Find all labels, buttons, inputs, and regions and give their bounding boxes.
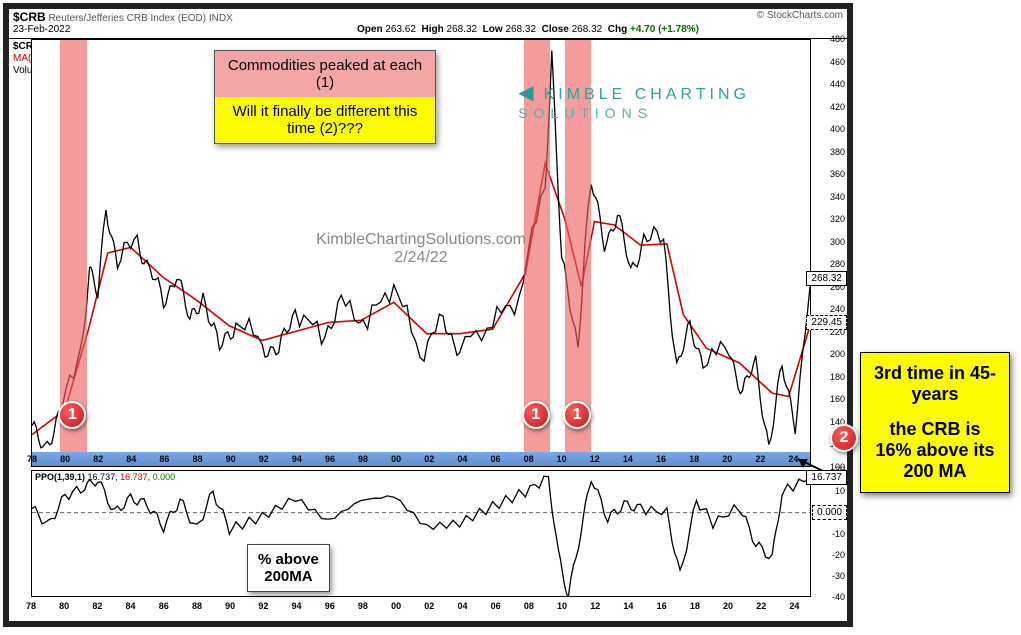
- title-bar: $CRB Reuters/Jefferies CRB Index (EOD) I…: [9, 9, 847, 24]
- symbol-description: Reuters/Jefferies CRB Index (EOD): [48, 13, 206, 24]
- open-label: Open: [357, 24, 383, 35]
- marker-1c-label: 1: [573, 406, 582, 424]
- indicator-v2: 16.737: [120, 472, 148, 482]
- marker-1b-label: 1: [531, 406, 540, 424]
- chg-value: +4.70 (+1.78%): [630, 24, 699, 35]
- close-value: 268.32: [572, 24, 603, 35]
- annotation-red: Commodities peaked at each (1): [215, 51, 435, 97]
- close-label: Close: [542, 24, 569, 35]
- xaxis-bottom: 7880828486889092949698000204060810121416…: [31, 599, 811, 615]
- chg-label: Chg: [608, 24, 627, 35]
- price-plot[interactable]: ◀ KIMBLE CHARTING SOLUTIONS KimbleChartin…: [31, 39, 811, 467]
- low-label: Low: [483, 24, 503, 35]
- indicator-plot[interactable]: % above200MA: [31, 470, 811, 597]
- watermark-date: 2/24/22: [316, 249, 526, 267]
- indicator-label-text: % above200MA: [258, 551, 319, 585]
- symbol: $CRB: [13, 10, 46, 24]
- marker-2-label: 2: [840, 429, 849, 447]
- indicator-legend: PPO(1,39,1) 16.737, 16.737, 0.000: [35, 472, 175, 482]
- annotation-yellow: Will it finally be different this time (…: [215, 97, 435, 143]
- indicator-label-box: % above200MA: [247, 544, 330, 592]
- brand-watermark: ◀ KIMBLE CHARTING SOLUTIONS: [518, 80, 750, 121]
- yaxis-indicator: 20100-10-20-30-40: [813, 470, 847, 597]
- brand-line2: SOLUTIONS: [518, 105, 750, 121]
- brand-icon: ◀: [518, 82, 537, 104]
- indicator-flag-zero: 0.000: [812, 505, 847, 520]
- high-value: 268.32: [447, 24, 478, 35]
- indicator-v3: 0.000: [153, 472, 176, 482]
- chart-date: 23-Feb-2022: [13, 24, 193, 35]
- center-watermark: KimbleChartingSolutions.com 2/24/22: [316, 231, 526, 267]
- indicator-flag-value: 16.737: [806, 470, 847, 485]
- xaxis-main: 7880828486889092949698000204060810121416…: [32, 452, 810, 466]
- last-price-flag: 268.32: [806, 271, 847, 286]
- exchange: INDX: [209, 13, 233, 24]
- marker-1b: 1: [522, 401, 550, 429]
- callout-line2: the CRB is 16% above its 200 MA: [869, 419, 1001, 482]
- high-label: High: [422, 24, 444, 35]
- main-chart: $CRB (Weekly) 268.32 (23 Feb) MA(39) 229…: [9, 38, 847, 467]
- callout-line1: 3rd time in 45-years: [869, 363, 1001, 405]
- callout-box: 3rd time in 45-years the CRB is 16% abov…: [860, 352, 1010, 493]
- annotation-panel: Commodities peaked at each (1) Will it f…: [214, 50, 436, 144]
- indicator-svg: [32, 471, 810, 596]
- brand-line1: KIMBLE CHARTING: [544, 86, 750, 103]
- open-value: 263.62: [385, 24, 416, 35]
- yaxis-main: 1001201401601802002202402602803003203403…: [813, 39, 847, 467]
- marker-1a-label: 1: [68, 406, 77, 424]
- ohlc-row: Open 263.62 High 268.32 Low 268.32 Close…: [357, 24, 699, 35]
- info-bar: 23-Feb-2022 Open 263.62 High 268.32 Low …: [9, 24, 847, 38]
- indicator-v1: 16.737: [88, 472, 116, 482]
- ma-flag: 229.45: [806, 315, 847, 330]
- indicator-chart: % above200MA PPO(1,39,1) 16.737, 16.737,…: [9, 467, 847, 615]
- indicator-legend-label: PPO(1,39,1): [35, 472, 85, 482]
- source-label: © StockCharts.com: [757, 10, 843, 21]
- low-value: 268.32: [505, 24, 536, 35]
- marker-2: 2: [830, 424, 858, 452]
- watermark-url: KimbleChartingSolutions.com: [316, 231, 526, 249]
- chart-frame: $CRB Reuters/Jefferies CRB Index (EOD) I…: [3, 3, 853, 627]
